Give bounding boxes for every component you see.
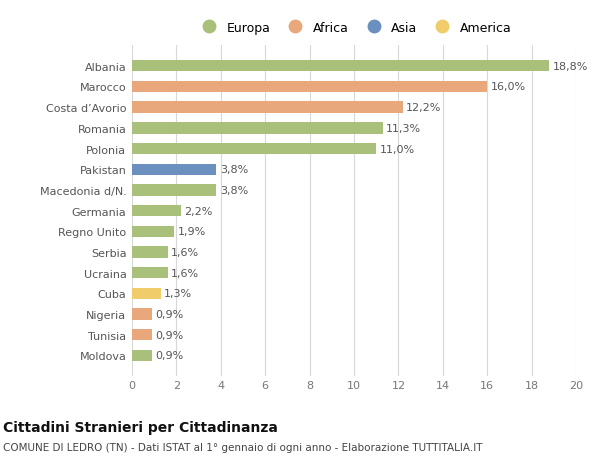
Text: 0,9%: 0,9% <box>155 309 184 319</box>
Text: 16,0%: 16,0% <box>491 82 526 92</box>
Bar <box>132 144 376 155</box>
Text: 3,8%: 3,8% <box>220 165 248 175</box>
Text: COMUNE DI LEDRO (TN) - Dati ISTAT al 1° gennaio di ogni anno - Elaborazione TUTT: COMUNE DI LEDRO (TN) - Dati ISTAT al 1° … <box>3 442 482 452</box>
Text: 2,2%: 2,2% <box>184 206 212 216</box>
Bar <box>132 102 403 113</box>
Text: 18,8%: 18,8% <box>553 62 588 72</box>
Text: 1,6%: 1,6% <box>171 247 199 257</box>
Text: 12,2%: 12,2% <box>406 103 442 113</box>
Text: 3,8%: 3,8% <box>220 185 248 196</box>
Text: 0,9%: 0,9% <box>155 351 184 361</box>
Text: Cittadini Stranieri per Cittadinanza: Cittadini Stranieri per Cittadinanza <box>3 420 278 434</box>
Bar <box>132 185 217 196</box>
Bar <box>132 61 550 72</box>
Bar <box>132 350 152 361</box>
Bar <box>132 82 487 93</box>
Bar <box>132 288 161 299</box>
Text: 1,3%: 1,3% <box>164 289 193 299</box>
Text: 0,9%: 0,9% <box>155 330 184 340</box>
Bar <box>132 330 152 341</box>
Legend: Europa, Africa, Asia, America: Europa, Africa, Asia, America <box>194 19 514 37</box>
Text: 1,9%: 1,9% <box>178 227 206 237</box>
Bar <box>132 164 217 175</box>
Text: 11,0%: 11,0% <box>380 144 415 154</box>
Text: 1,6%: 1,6% <box>171 268 199 278</box>
Bar <box>132 268 167 279</box>
Text: 11,3%: 11,3% <box>386 123 421 134</box>
Bar <box>132 226 174 237</box>
Bar <box>132 309 152 320</box>
Bar <box>132 247 167 258</box>
Bar <box>132 123 383 134</box>
Bar <box>132 206 181 217</box>
